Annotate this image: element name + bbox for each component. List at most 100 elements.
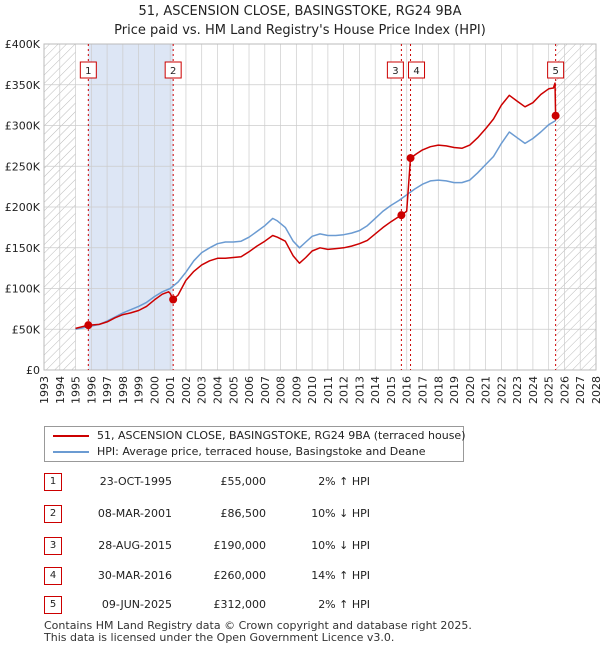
legend-item-property: 51, ASCENSION CLOSE, BASINGSTOKE, RG24 9…: [53, 428, 465, 444]
legend-item-hpi: HPI: Average price, terraced house, Basi…: [53, 444, 425, 460]
chart-title: 51, ASCENSION CLOSE, BASINGSTOKE, RG24 9…: [0, 2, 600, 40]
table-row: 5 09-JUN-2025 £312,000 2% ↑ HPI: [0, 596, 600, 614]
footer-line-2: This data is licensed under the Open Gov…: [44, 631, 395, 644]
x-tick-label: 2023: [511, 376, 524, 404]
x-tick-label: 2020: [464, 376, 477, 404]
x-tick-label: 2000: [148, 376, 161, 404]
sale-number-badge: 2: [44, 505, 62, 523]
sale-price: £312,000: [213, 598, 267, 611]
sale-hpi-diff: 2% ↑ HPI: [318, 598, 370, 611]
x-tick-label: 2003: [196, 376, 209, 404]
sale-price: £55,000: [220, 475, 267, 488]
sale-price: £260,000: [213, 569, 267, 582]
sale-number-box: [547, 61, 565, 79]
x-tick-label: 1998: [117, 376, 130, 404]
y-tick-label: £250K: [5, 160, 41, 173]
sale-date: 28-AUG-2015: [98, 539, 172, 552]
y-tick-label: £50K: [12, 323, 41, 336]
y-tick-label: £400K: [5, 38, 41, 51]
x-tick-label: 2026: [558, 376, 571, 404]
x-tick-label: 1997: [101, 376, 114, 404]
sale-point: [406, 154, 415, 163]
sale-date: 23-OCT-1995: [99, 475, 172, 488]
sale-number-label: 4: [413, 66, 419, 77]
table-row: 3 28-AUG-2015 £190,000 10% ↓ HPI: [0, 537, 600, 555]
x-tick-label: 2006: [243, 376, 256, 404]
x-tick-label: 2010: [306, 376, 319, 404]
sale-point: [84, 321, 93, 330]
x-tick-label: 2013: [353, 376, 366, 404]
sale-number-label: 2: [170, 66, 176, 77]
x-tick-label: 2014: [369, 376, 382, 404]
x-tick-label: 1993: [38, 376, 51, 404]
sale-number-box: [386, 61, 404, 79]
x-tick-label: 1996: [85, 376, 98, 404]
sale-number-label: 3: [392, 66, 398, 77]
legend-swatch-blue: [53, 451, 89, 453]
x-tick-label: 2022: [495, 376, 508, 404]
footer-attribution: Contains HM Land Registry data © Crown c…: [44, 620, 472, 644]
sale-number-box: [408, 61, 426, 79]
y-tick-label: £200K: [5, 201, 41, 214]
x-tick-label: 1999: [133, 376, 146, 404]
footer-line-1: Contains HM Land Registry data © Crown c…: [44, 619, 472, 632]
x-tick-label: 2009: [290, 376, 303, 404]
x-tick-label: 2024: [527, 376, 540, 404]
table-row: 4 30-MAR-2016 £260,000 14% ↑ HPI: [0, 567, 600, 585]
y-tick-label: £300K: [5, 120, 41, 133]
sale-number-label: 1: [85, 66, 91, 77]
sale-hpi-diff: 14% ↑ HPI: [311, 569, 370, 582]
legend-label-red: 51, ASCENSION CLOSE, BASINGSTOKE, RG24 9…: [97, 429, 466, 442]
y-tick-label: £0: [26, 364, 40, 377]
price-chart: £0 £50K £100K £150K £200K £250K £300K £350K £400…: [5, 38, 600, 404]
title-line-2: Price paid vs. HM Land Registry's House …: [114, 23, 486, 38]
x-tick-label: 2025: [543, 376, 556, 404]
sale-price: £86,500: [220, 507, 267, 520]
x-tick-label: 1994: [54, 376, 67, 404]
x-tick-label: 2011: [322, 376, 335, 404]
x-tick-label: 2017: [417, 376, 430, 404]
sale-date: 08-MAR-2001: [97, 507, 172, 520]
x-tick-label: 2002: [180, 376, 193, 404]
sale-date: 09-JUN-2025: [101, 598, 172, 611]
title-line-1: 51, ASCENSION CLOSE, BASINGSTOKE, RG24 9…: [138, 4, 462, 19]
x-tick-label: 2027: [574, 376, 587, 404]
x-tick-label: 2008: [275, 376, 288, 404]
sale-number-badge: 4: [44, 567, 62, 585]
legend-label-blue: HPI: Average price, terraced house, Basi…: [97, 445, 426, 458]
sale-number-label: 5: [552, 66, 558, 77]
legend: 51, ASCENSION CLOSE, BASINGSTOKE, RG24 9…: [44, 426, 465, 462]
plot-border: [43, 43, 597, 371]
sale-hpi-diff: 10% ↓ HPI: [311, 539, 370, 552]
sale-point: [551, 111, 560, 120]
x-tick-label: 2016: [401, 376, 414, 404]
x-tick-label: 2007: [259, 376, 272, 404]
x-tick-label: 2012: [338, 376, 351, 404]
y-tick-label: £150K: [5, 242, 41, 255]
sale-number-badge: 1: [44, 473, 62, 491]
legend-swatch-red: [53, 435, 89, 437]
sale-point: [169, 295, 178, 304]
sale-price: £190,000: [213, 539, 267, 552]
sale-point: [397, 211, 406, 220]
x-tick-label: 2001: [164, 376, 177, 404]
series-property-line: [75, 82, 557, 330]
sale-hpi-diff: 2% ↑ HPI: [318, 475, 370, 488]
table-row: 1 23-OCT-1995 £55,000 2% ↑ HPI: [0, 473, 600, 491]
sale-number-badge: 5: [44, 596, 62, 614]
sale-number-badge: 3: [44, 537, 62, 555]
x-tick-label: 2018: [432, 376, 445, 404]
x-tick-label: 1995: [70, 376, 83, 404]
x-tick-label: 2019: [448, 376, 461, 404]
sale-date: 30-MAR-2016: [97, 569, 172, 582]
x-tick-label: 2028: [590, 376, 600, 404]
sale-number-box: [164, 61, 182, 79]
x-tick-label: 2015: [385, 376, 398, 404]
series-hpi-line: [75, 119, 556, 331]
sale-hpi-diff: 10% ↓ HPI: [311, 507, 370, 520]
sale-number-box: [79, 61, 97, 79]
x-tick-label: 2005: [227, 376, 240, 404]
y-tick-label: £350K: [5, 79, 41, 92]
x-tick-label: 2004: [211, 376, 224, 404]
table-row: 2 08-MAR-2001 £86,500 10% ↓ HPI: [0, 505, 600, 523]
